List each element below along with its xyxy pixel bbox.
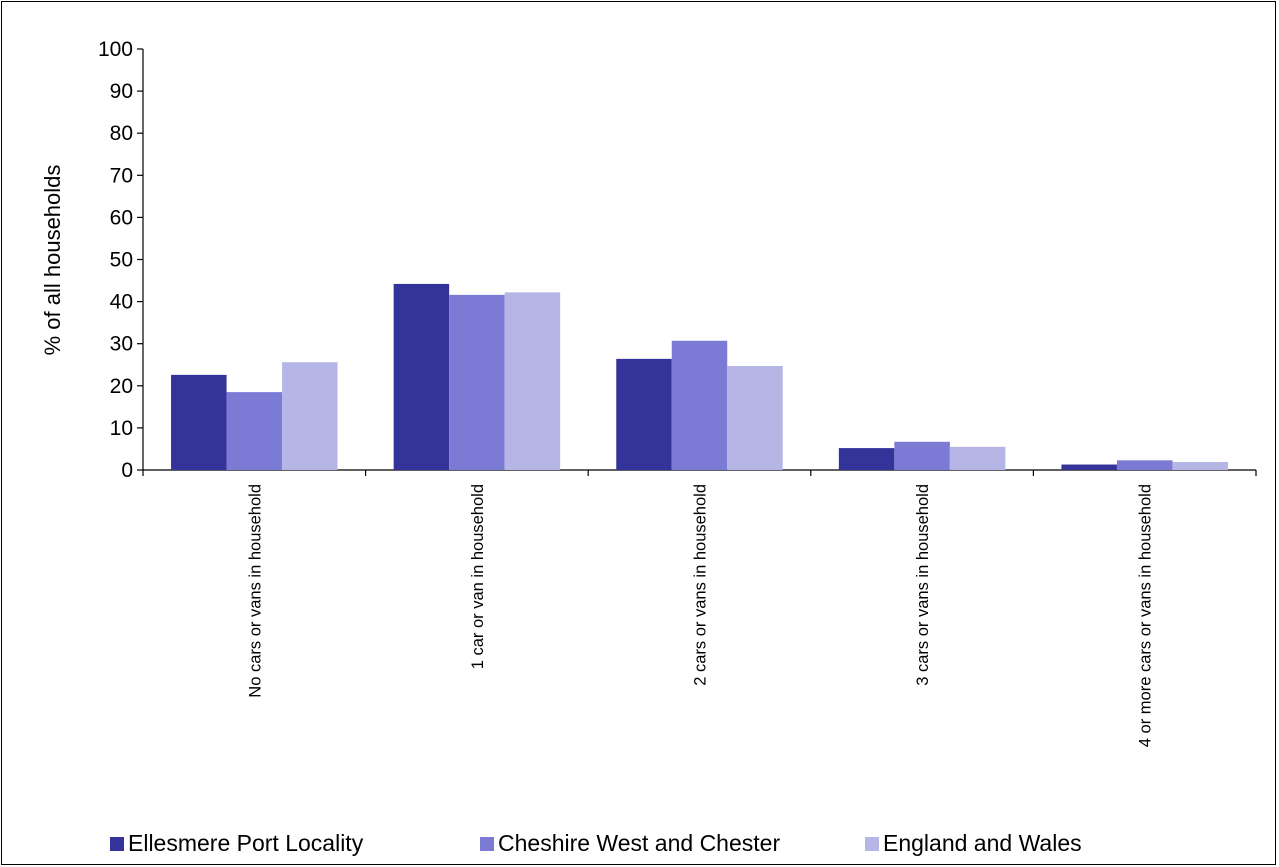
y-tick-label: 20: [110, 375, 133, 398]
x-tick-labels: No cars or vans in household 1 car or van…: [246, 484, 1154, 747]
legend-item: Ellesmere Port Locality: [110, 830, 363, 857]
bar-cheshire-west-and-chester: [671, 340, 728, 470]
bar-england-and-wales: [1172, 462, 1228, 470]
y-tick-label: 0: [121, 459, 133, 482]
bar-ellesmere-port-locality: [1061, 464, 1117, 470]
legend-item: England and Wales: [865, 830, 1082, 857]
bar-cheshire-west-and-chester: [1116, 460, 1173, 470]
bar-cheshire-west-and-chester: [894, 441, 950, 470]
y-tick-label: 40: [110, 291, 133, 314]
y-tick-label: 90: [110, 80, 133, 103]
y-tick-label: 10: [110, 417, 133, 440]
bar-cheshire-west-and-chester: [226, 392, 283, 470]
y-tick-label: 80: [110, 122, 133, 145]
y-axis-title: % of all households: [40, 165, 65, 356]
bar-ellesmere-port-locality: [616, 358, 672, 470]
legend-item: Cheshire West and Chester: [480, 830, 780, 857]
legend-label: Cheshire West and Chester: [498, 830, 781, 856]
bar-england-and-wales: [504, 292, 561, 470]
legend-swatch: [110, 836, 124, 851]
y-tick-label: 100: [98, 38, 133, 61]
bar-ellesmere-port-locality: [171, 374, 227, 470]
legend-swatch: [865, 836, 879, 851]
bar-ellesmere-port-locality: [393, 283, 450, 470]
legend: Ellesmere Port Locality Cheshire West and…: [110, 830, 1270, 860]
legend-label: England and Wales: [883, 830, 1082, 856]
y-tick-label: 30: [110, 333, 133, 356]
x-tick-label: 1 car or van in household: [469, 484, 487, 669]
legend-swatch: [480, 836, 494, 851]
bar-ellesmere-port-locality: [838, 448, 895, 470]
bars: [171, 283, 1228, 470]
x-tick-label: 4 or more cars or vans in household: [1137, 484, 1155, 747]
bar-england-and-wales: [727, 366, 783, 470]
bar-england-and-wales: [282, 362, 338, 470]
y-tick-label: 50: [110, 249, 133, 272]
x-tick-label: 2 cars or vans in household: [692, 484, 710, 686]
y-tick-label: 70: [110, 164, 133, 187]
legend-label: Ellesmere Port Locality: [128, 830, 364, 856]
x-tick-label: No cars or vans in household: [246, 484, 264, 698]
bar-england-and-wales: [949, 446, 1006, 470]
x-tick-label: 3 cars or vans in household: [914, 484, 932, 686]
y-tick-label: 60: [110, 206, 133, 229]
bar-cheshire-west-and-chester: [449, 294, 505, 470]
